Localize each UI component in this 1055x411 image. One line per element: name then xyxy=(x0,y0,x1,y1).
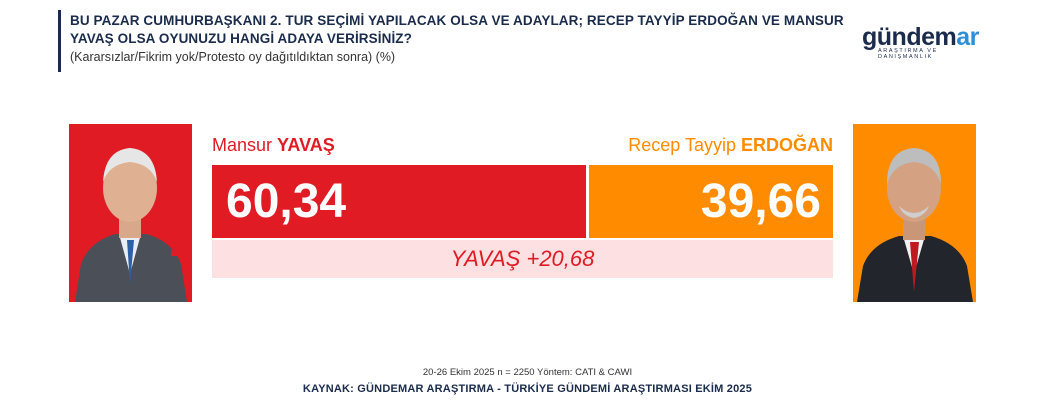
person-silhouette-icon xyxy=(75,148,187,302)
chart-title: BU PAZAR CUMHURBAŞKANI 2. TUR SEÇİMİ YAP… xyxy=(70,13,844,46)
logo-tagline: ARAŞTIRMA VE DANIŞMANLIK xyxy=(878,48,938,60)
candidate-last-name-right: ERDOĞAN xyxy=(740,135,833,155)
candidate-name-left: Mansur YAVAŞ xyxy=(212,134,335,156)
bar-divider xyxy=(586,165,589,238)
difference-label: YAVAŞ +20,68 xyxy=(212,240,833,278)
chart-subtitle: (Kararsızlar/Fikrim yok/Protesto oy dağı… xyxy=(70,50,396,64)
value-label-yavas: 60,34 xyxy=(226,175,347,228)
person-silhouette-icon xyxy=(857,148,973,302)
logo-wordmark: gündemar xyxy=(862,24,992,50)
candidate-first-name-left: Mansur xyxy=(212,135,273,155)
candidate-name-right: Recep Tayyip ERDOĞAN xyxy=(628,134,833,156)
candidate-photo-left xyxy=(69,124,192,302)
brand-logo: gündemar ARAŞTIRMA VE DANIŞMANLIK xyxy=(862,24,992,60)
vote-share-bar: 60,34 39,66 xyxy=(212,165,833,238)
source-credit: KAYNAK: GÜNDEMAR ARAŞTIRMA - TÜRKİYE GÜN… xyxy=(302,383,753,395)
title-accent-bar xyxy=(58,10,61,72)
survey-method-note: 20-26 Ekim 2025 n = 2250 Yöntem: CATI & … xyxy=(422,367,633,378)
value-label-erdogan: 39,66 xyxy=(700,175,821,228)
candidate-first-name-right: Recep Tayyip xyxy=(628,135,736,155)
candidate-last-name-left: YAVAŞ xyxy=(277,135,335,155)
bar-erdogan xyxy=(587,165,833,238)
candidate-photo-right xyxy=(853,124,976,302)
logo-word-accent: ar xyxy=(956,23,979,51)
bar-yavas xyxy=(212,165,587,238)
logo-word-main: gündem xyxy=(862,23,957,51)
